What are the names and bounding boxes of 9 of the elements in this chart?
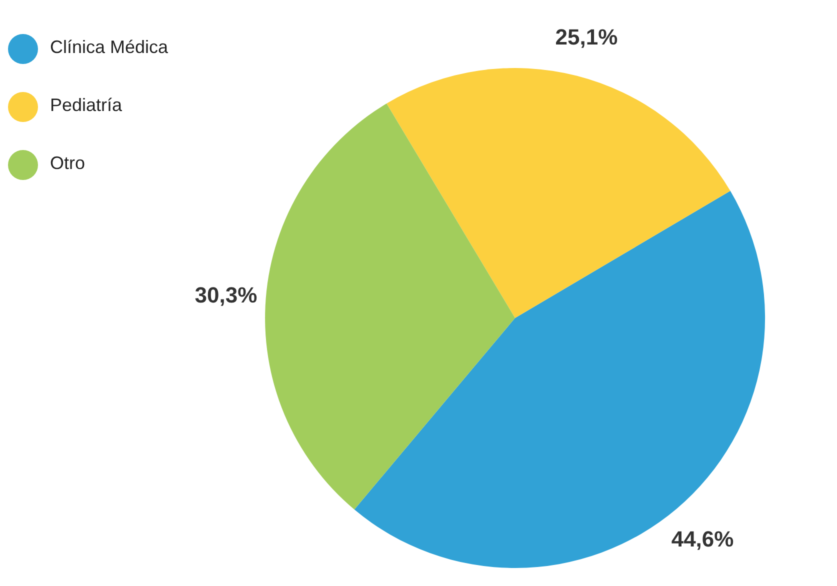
legend-label: Otro [50,153,86,173]
data-label: 25,1% [555,24,618,50]
data-label: 30,3% [194,282,258,308]
legend-label: Pediatría [50,95,122,115]
pie-slice [386,68,730,318]
pie-slice [354,190,765,568]
pie-slice [265,104,516,510]
data-label: 44,6% [671,526,734,552]
legend-label: Clínica Médica [50,37,168,57]
